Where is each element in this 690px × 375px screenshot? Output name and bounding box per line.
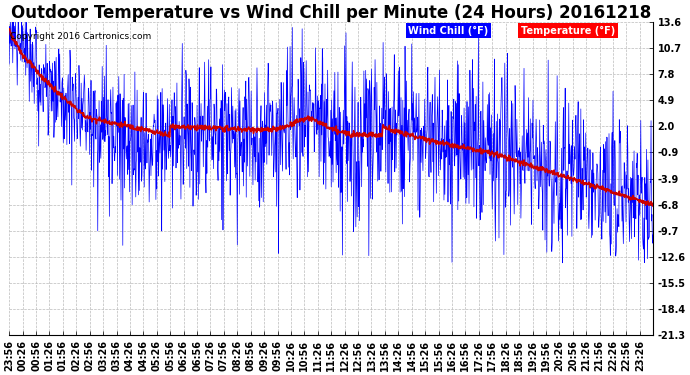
Text: Wind Chill (°F): Wind Chill (°F) bbox=[408, 26, 489, 36]
Title: Outdoor Temperature vs Wind Chill per Minute (24 Hours) 20161218: Outdoor Temperature vs Wind Chill per Mi… bbox=[11, 4, 651, 22]
Text: Temperature (°F): Temperature (°F) bbox=[521, 26, 615, 36]
Text: Copyright 2016 Cartronics.com: Copyright 2016 Cartronics.com bbox=[10, 32, 152, 41]
